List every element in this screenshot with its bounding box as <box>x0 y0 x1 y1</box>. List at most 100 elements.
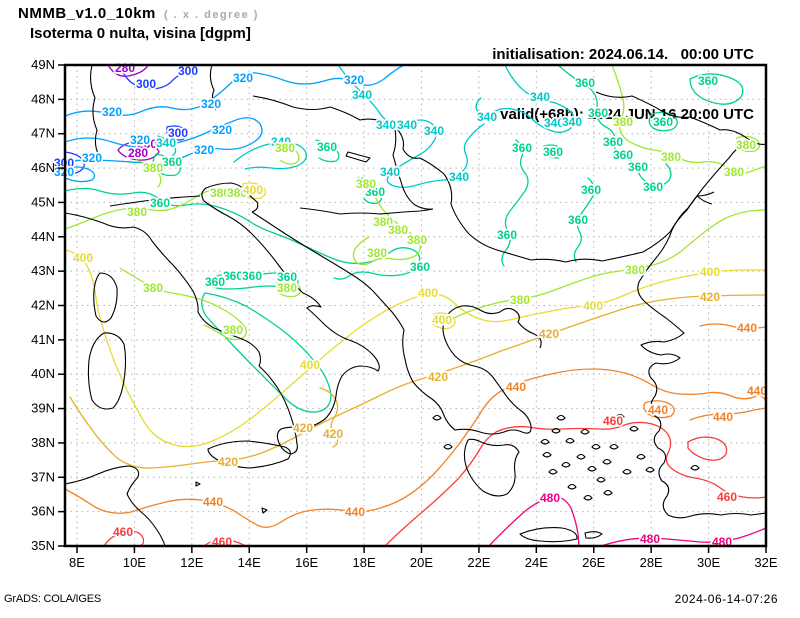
isoline-label-380: 380 <box>388 223 408 237</box>
island <box>540 438 550 445</box>
coastline <box>251 211 542 435</box>
isoline-label-360: 360 <box>588 106 608 120</box>
isoline-label-440: 440 <box>203 495 223 509</box>
isoline-label-380: 380 <box>613 115 633 129</box>
island <box>583 494 593 501</box>
isoline-label-380: 380 <box>277 281 297 295</box>
isoline-label-340: 340 <box>352 88 372 102</box>
island <box>542 451 552 458</box>
isoline-label-320: 320 <box>201 97 221 111</box>
island <box>551 427 561 434</box>
island <box>603 489 613 496</box>
isoline-label-260: 260 <box>137 137 157 151</box>
island <box>690 464 700 471</box>
lat-tick-label: 43N <box>31 263 55 278</box>
isoline-400 <box>242 182 267 200</box>
isoline-420 <box>69 294 767 469</box>
island <box>432 414 442 421</box>
isoline-label-360: 360 <box>497 228 517 242</box>
coastline <box>93 272 118 323</box>
isoline-label-380: 380 <box>210 186 230 200</box>
isoline-label-400: 400 <box>243 183 263 197</box>
isoline-label-340: 340 <box>156 136 176 150</box>
isoline-label-400: 400 <box>583 299 603 313</box>
valid-time-label: valid(+68h): 2024.JUN.16 20:00 UTC <box>500 106 754 123</box>
isoline-label-360: 360 <box>568 213 588 227</box>
coastline <box>64 465 166 547</box>
isoline-label-300: 300 <box>136 77 156 91</box>
isoline-380 <box>451 209 767 320</box>
isoline-label-480: 480 <box>640 532 660 546</box>
isoline-label-460: 460 <box>717 490 737 504</box>
isoline-label-340: 340 <box>530 90 550 104</box>
isoline-360 <box>152 153 181 177</box>
island <box>596 476 606 483</box>
isoline-label-320: 320 <box>82 151 102 165</box>
lon-tick-label: 10E <box>123 555 146 570</box>
isoline-380 <box>275 139 300 165</box>
island <box>567 483 577 490</box>
isoline-label-300: 300 <box>168 126 188 140</box>
isoline-label-360: 360 <box>317 140 337 154</box>
isoline-label-380: 380 <box>661 150 681 164</box>
isoline-360 <box>207 272 299 290</box>
isoline-label-360: 360 <box>581 183 601 197</box>
lat-tick-label: 40N <box>31 366 55 381</box>
isoline-label-440: 440 <box>345 505 365 519</box>
map-frame <box>63 63 768 548</box>
island <box>576 453 586 460</box>
island <box>645 466 655 473</box>
lon-tick-label: 26E <box>582 555 605 570</box>
coastline <box>89 64 100 157</box>
isoline-label-380: 380 <box>625 263 645 277</box>
isoline-380 <box>352 176 421 266</box>
isoline-label-420: 420 <box>218 455 238 469</box>
isoline-360 <box>573 177 595 263</box>
isoline-360 <box>361 177 383 205</box>
island <box>443 443 453 450</box>
island <box>591 443 601 450</box>
isoline-340 <box>157 135 177 157</box>
isoline-label-320: 320 <box>130 133 150 147</box>
isoline-480 <box>488 496 580 547</box>
isoline-label-360: 360 <box>150 196 170 210</box>
isoline-label-380: 380 <box>223 323 243 337</box>
isoline-label-380: 380 <box>143 161 163 175</box>
isoline-360 <box>501 139 529 267</box>
isoline-label-340: 340 <box>477 110 497 124</box>
isoline-460 <box>103 530 145 547</box>
island <box>609 443 619 450</box>
isoline-label-380: 380 <box>367 246 387 260</box>
coastline <box>345 151 371 163</box>
lat-tick-label: 35N <box>31 538 55 553</box>
isoline-label-340: 340 <box>271 135 291 149</box>
lon-tick-label: 14E <box>238 555 261 570</box>
field-title: Isoterma 0 nulta, visina [dgpm] <box>30 25 251 42</box>
isoline-label-420: 420 <box>323 427 343 441</box>
lat-tick-label: 47N <box>31 126 55 141</box>
isoline-320 <box>64 64 405 117</box>
isoline-label-340: 340 <box>562 115 582 129</box>
isoline-label-340: 340 <box>424 124 444 138</box>
isoline-400 <box>64 249 767 448</box>
isoline-label-280: 280 <box>128 146 148 160</box>
island <box>556 414 566 421</box>
isoline-380 <box>64 189 260 230</box>
lon-tick-label: 24E <box>525 555 548 570</box>
coastline <box>261 507 268 514</box>
island <box>636 453 646 460</box>
island <box>629 425 639 432</box>
lon-tick-label: 32E <box>754 555 777 570</box>
isoline-label-480: 480 <box>540 491 560 505</box>
lat-tick-label: 45N <box>31 194 55 209</box>
lon-tick-label: 30E <box>697 555 720 570</box>
coastline <box>64 182 380 455</box>
isoline-label-340: 340 <box>376 118 396 132</box>
isoline-label-380: 380 <box>736 138 756 152</box>
isoline-label-360: 360 <box>205 275 225 289</box>
isoline-label-360: 360 <box>162 155 182 169</box>
isoline-360 <box>557 64 672 186</box>
isoline-label-380: 380 <box>510 293 530 307</box>
